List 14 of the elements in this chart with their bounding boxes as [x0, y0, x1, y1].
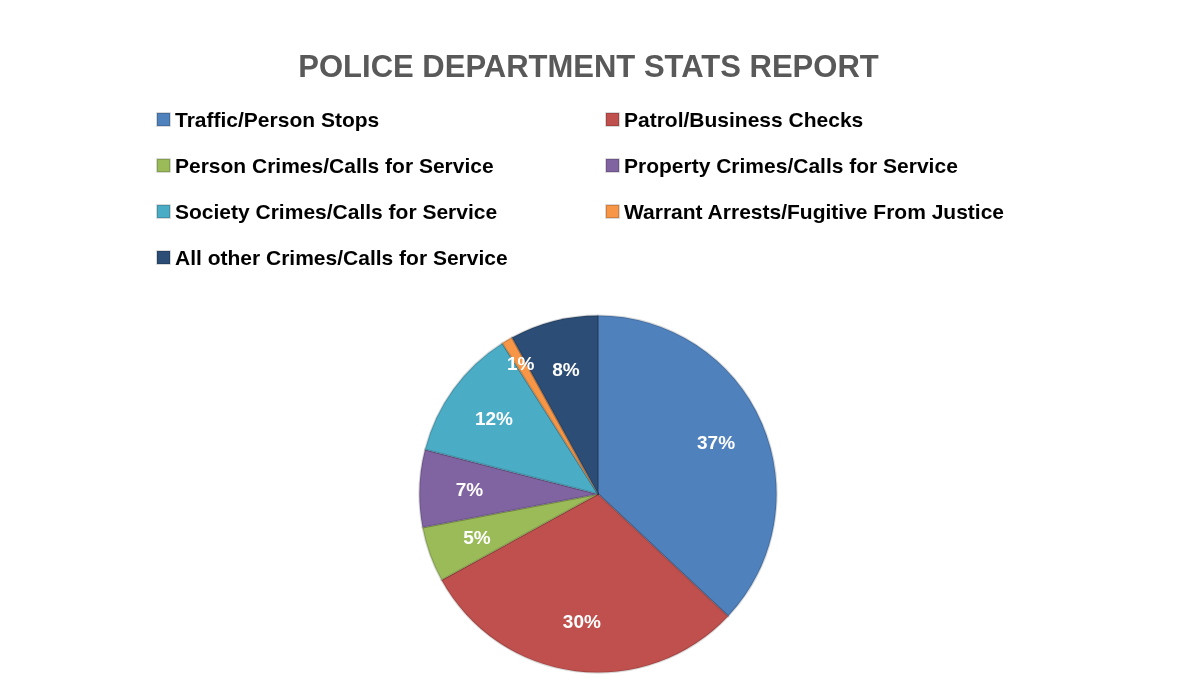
legend-label: All other Crimes/Calls for Service	[175, 246, 508, 269]
legend-label: Traffic/Person Stops	[175, 108, 380, 131]
chart-title: POLICE DEPARTMENT STATS REPORT	[298, 49, 879, 84]
data-label: 30%	[562, 611, 601, 633]
legend-label: Society Crimes/Calls for Service	[175, 200, 498, 223]
legend-label: Warrant Arrests/Fugitive From Justice	[624, 200, 1005, 223]
data-label: 8%	[552, 358, 580, 380]
data-label: 5%	[463, 527, 491, 549]
data-label: 7%	[455, 479, 484, 501]
legend-label: Patrol/Business Checks	[624, 108, 864, 131]
data-label: 12%	[474, 407, 514, 429]
data-label: 37%	[697, 432, 736, 454]
legend-label: Property Crimes/Calls for Service	[624, 154, 958, 177]
legend-label: Person Crimes/Calls for Service	[175, 154, 494, 177]
